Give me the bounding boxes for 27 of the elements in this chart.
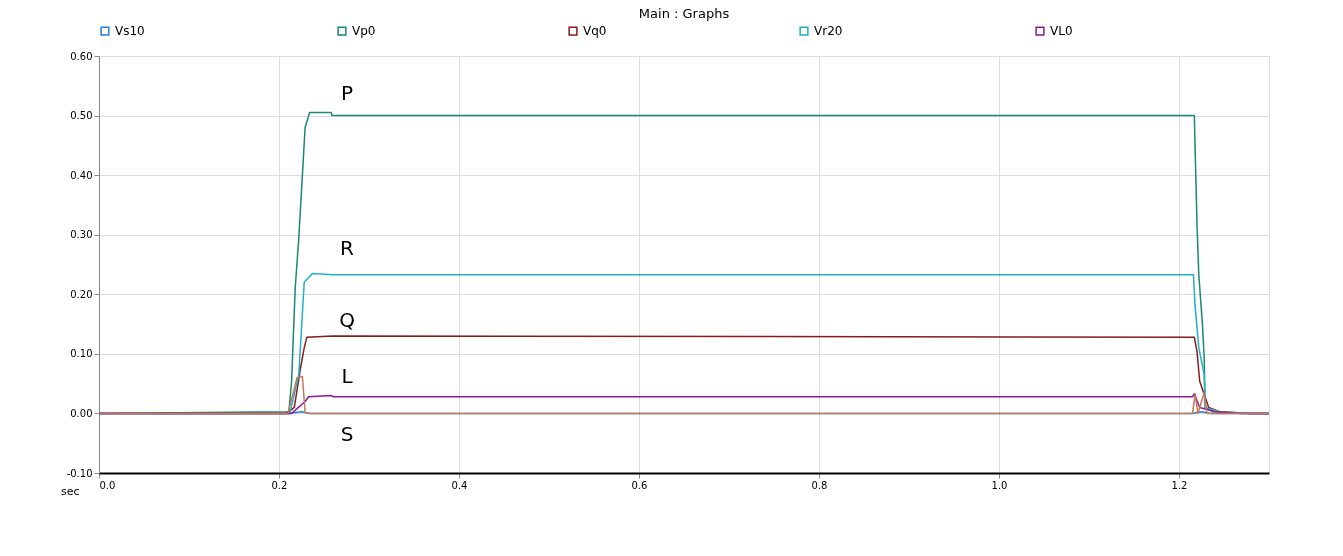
y-tick-label: 0.50 xyxy=(70,110,93,122)
legend-label: Vq0 xyxy=(583,24,607,39)
legend-label: VL0 xyxy=(1050,24,1073,39)
y-tick-label: 0.00 xyxy=(70,407,93,419)
annotation: S xyxy=(340,422,354,446)
x-tick-label: 0.6 xyxy=(631,479,648,491)
y-tick-label: 0.40 xyxy=(70,169,93,181)
y-tick-label: 0.30 xyxy=(70,229,93,241)
y-tick-label: 0.60 xyxy=(70,50,93,62)
y-tick-label: -0.10 xyxy=(66,467,93,479)
x-tick-label: 1.2 xyxy=(1171,479,1188,491)
legend-label: Vp0 xyxy=(352,24,376,39)
x-tick-label: 0.0 xyxy=(99,479,116,491)
y-tick-label: 0.20 xyxy=(70,288,93,300)
x-tick-label: 0.2 xyxy=(271,479,288,491)
y-tick-label: 0.10 xyxy=(70,348,93,360)
chart-title: Main : Graphs xyxy=(638,6,730,21)
x-axis-title: sec xyxy=(60,484,80,498)
legend-label: Vs10 xyxy=(115,24,145,39)
annotation: L xyxy=(341,364,354,388)
annotation: P xyxy=(340,81,354,105)
legend-label: Vr20 xyxy=(814,24,843,39)
x-tick-label: 1.0 xyxy=(991,479,1008,491)
x-tick-label: 0.8 xyxy=(811,479,828,491)
annotation: Q xyxy=(339,308,355,332)
x-tick-label: 0.4 xyxy=(451,479,468,491)
annotation: R xyxy=(340,236,355,260)
